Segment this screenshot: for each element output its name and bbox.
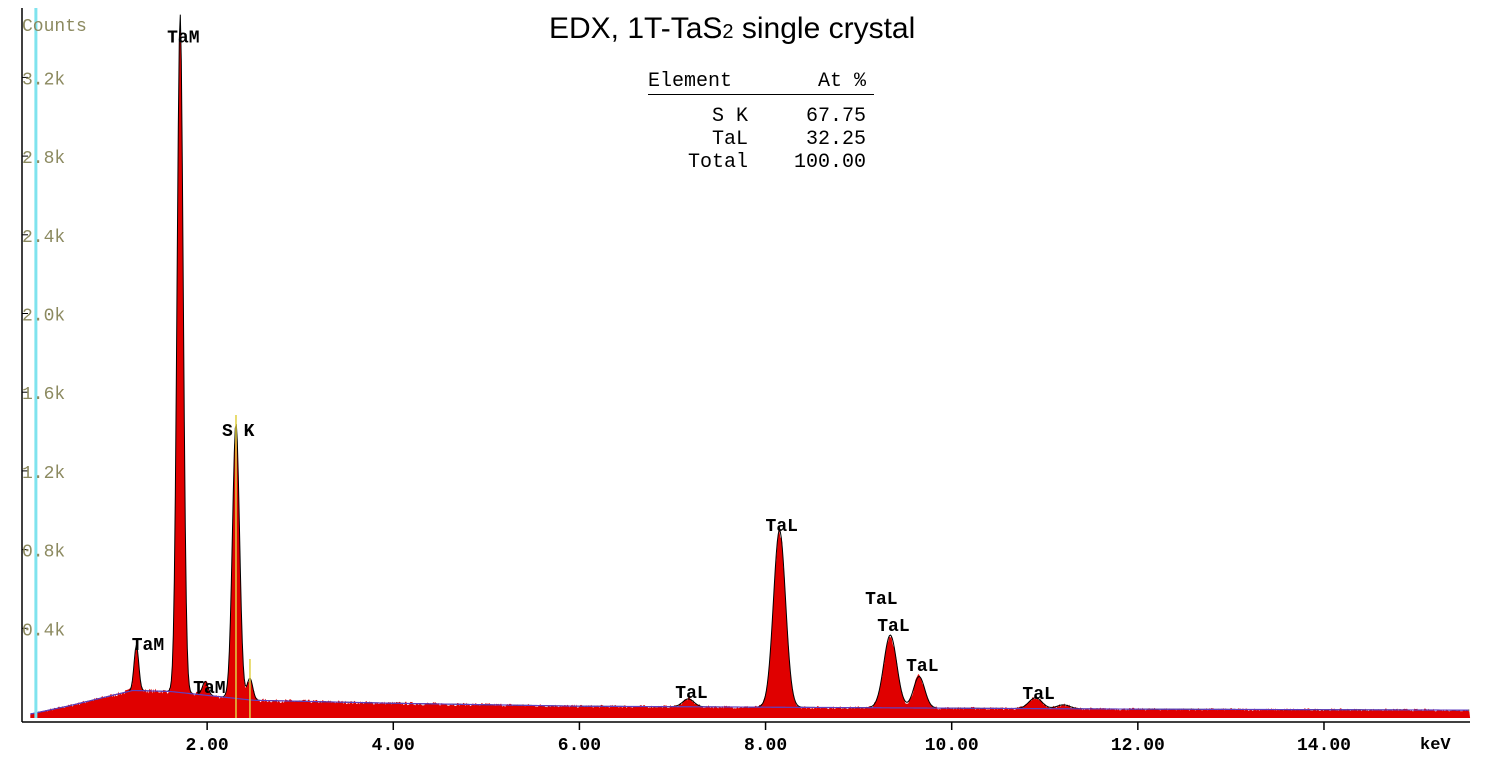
y-tick-label: 1.6k: [22, 385, 65, 405]
background-line: [30, 689, 1469, 715]
cell-value: 32.25: [805, 128, 866, 151]
peak-label: TaM: [193, 679, 225, 699]
cell-element: S K: [711, 105, 748, 128]
table-row: S K 67.75: [648, 105, 874, 128]
peak-label: TaL: [675, 684, 707, 704]
x-tick-label: 4.00: [372, 736, 415, 756]
peak-label: TaL: [766, 517, 798, 537]
peak-label: TaM: [167, 28, 199, 48]
peak-label: TaL: [877, 617, 909, 637]
spectrum-fill: [30, 21, 1471, 719]
title-suffix: single crystal: [733, 12, 916, 45]
y-tick-label: 0.8k: [22, 543, 65, 563]
peak-label: TaM: [132, 636, 164, 656]
x-axis-label: keV: [1420, 736, 1451, 755]
y-tick-label: 3.2k: [22, 70, 65, 90]
cell-value: 67.75: [805, 105, 866, 128]
peak-label: TaL: [1022, 685, 1054, 705]
title-subscript: 2: [722, 21, 734, 43]
header-at-percent: At %: [817, 70, 866, 93]
peak-label: TaL: [906, 657, 938, 677]
y-tick-label: 0.4k: [22, 621, 65, 641]
x-tick-label: 10.00: [925, 736, 979, 756]
table-row: TaL 32.25: [648, 128, 874, 151]
y-tick-label: 2.0k: [22, 307, 65, 327]
table-row: Total 100.00: [648, 151, 874, 174]
x-tick-label: 6.00: [558, 736, 601, 756]
y-axis-label: Counts: [22, 17, 87, 37]
header-element: Element: [648, 70, 733, 93]
peak-label: TaL: [865, 590, 897, 610]
y-tick-label: 2.8k: [22, 149, 65, 169]
title-text: EDX, 1T-TaS: [549, 12, 723, 45]
peak-label: S K: [222, 422, 255, 442]
x-tick-label: 8.00: [744, 736, 787, 756]
cell-element: TaL: [711, 128, 748, 151]
cell-value: 100.00: [793, 151, 866, 174]
y-tick-label: 2.4k: [22, 228, 65, 248]
x-tick-label: 14.00: [1297, 736, 1351, 756]
chart-title: EDX, 1T-TaS2 single crystal: [549, 12, 915, 46]
cell-element: Total: [687, 151, 748, 174]
table-header: Element At %: [648, 70, 874, 95]
x-tick-label: 12.00: [1111, 736, 1165, 756]
y-tick-label: 1.2k: [22, 464, 65, 484]
quantification-table: Element At % S K 67.75 TaL 32.25 Total 100.…: [648, 70, 874, 174]
x-tick-label: 2.00: [186, 736, 229, 756]
